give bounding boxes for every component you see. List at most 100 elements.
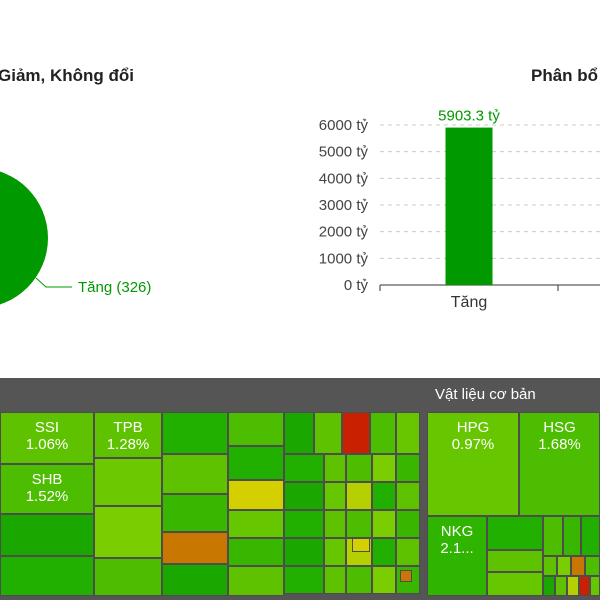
bar-value-label: 5903.3 tỷ	[438, 108, 500, 125]
stock-tile[interactable]	[228, 446, 284, 480]
stock-tile[interactable]	[314, 412, 342, 454]
stock-tile-tpb[interactable]: TPB 1.28%	[94, 412, 162, 458]
y-tick-label: 2000 tỷ	[319, 224, 369, 241]
stock-tile[interactable]	[590, 576, 600, 596]
stock-tile[interactable]	[94, 558, 162, 596]
stock-tile[interactable]	[342, 412, 370, 454]
stock-tile-label: HPG 0.97%	[428, 419, 518, 453]
stock-tile[interactable]	[346, 454, 372, 482]
stock-tile[interactable]	[284, 538, 324, 566]
stock-tile[interactable]	[284, 510, 324, 538]
stock-tile[interactable]	[579, 576, 590, 596]
stock-tile-ssi[interactable]: SSI 1.06%	[0, 412, 94, 464]
stock-tile[interactable]	[324, 510, 346, 538]
stock-tile-label: SHB 1.52%	[1, 471, 93, 505]
stock-tile[interactable]	[585, 556, 600, 576]
y-tick-label: 3000 tỷ	[319, 197, 369, 214]
y-tick-label: 5000 tỷ	[319, 144, 369, 161]
ticker: TPB	[113, 419, 143, 436]
y-tick-label: 1000 tỷ	[319, 250, 369, 267]
pie-slice[interactable]	[0, 168, 48, 308]
pie-chart-title: Giảm, Không đổi	[0, 66, 134, 85]
change-percent: 1.06%	[25, 436, 69, 453]
stock-tile[interactable]	[396, 538, 420, 566]
sector-header-vat-lieu-co-ban[interactable]: Vật liệu cơ bản	[427, 378, 600, 412]
stock-tile[interactable]	[396, 412, 420, 454]
stock-tile[interactable]	[543, 556, 557, 576]
stock-tile[interactable]	[324, 454, 346, 482]
bar-chart-title: Phân bổ	[531, 66, 599, 85]
stock-tile-label: NKG 2.1...	[428, 523, 486, 557]
stock-tile[interactable]	[567, 576, 579, 596]
stock-tile[interactable]	[284, 566, 324, 594]
stock-tile[interactable]	[346, 566, 372, 594]
stock-tile[interactable]	[372, 482, 396, 510]
stock-tile[interactable]	[228, 412, 284, 446]
sector-header	[0, 378, 420, 412]
stock-tile[interactable]	[324, 482, 346, 510]
stock-tile[interactable]	[228, 538, 284, 566]
stock-tile[interactable]	[543, 516, 563, 556]
stock-tile-hsg[interactable]: HSG 1.68%	[519, 412, 600, 516]
stock-tile[interactable]	[228, 566, 284, 596]
y-tick-label: 0 tỷ	[344, 277, 369, 294]
stock-tile[interactable]	[228, 510, 284, 538]
stock-tile[interactable]	[396, 454, 420, 482]
stock-tile[interactable]	[372, 538, 396, 566]
stock-tile[interactable]	[0, 514, 94, 556]
stock-tile[interactable]	[228, 480, 284, 510]
ticker: SHB	[31, 471, 63, 488]
stock-tile[interactable]	[94, 458, 162, 506]
stock-tile[interactable]	[370, 412, 396, 454]
stock-tile[interactable]	[487, 550, 543, 572]
stock-tile[interactable]	[324, 566, 346, 594]
ticker: SSI	[34, 419, 60, 436]
pie-label-connector	[35, 277, 72, 288]
y-tick-label: 6000 tỷ	[319, 117, 369, 134]
stock-tile[interactable]	[346, 510, 372, 538]
change-percent: 1.28%	[106, 436, 150, 453]
stock-tile[interactable]	[372, 566, 396, 594]
bar[interactable]	[445, 127, 493, 285]
stock-tile[interactable]	[581, 516, 600, 556]
stock-tile-shb[interactable]: SHB 1.52%	[0, 464, 94, 514]
stock-tile[interactable]	[352, 538, 370, 552]
stock-tile-label: TPB 1.28%	[95, 419, 161, 453]
stock-tile[interactable]	[162, 412, 228, 454]
stock-tile[interactable]	[543, 576, 555, 596]
stock-tile[interactable]	[0, 556, 94, 596]
stock-tile[interactable]	[284, 454, 324, 482]
stock-tile[interactable]	[396, 510, 420, 538]
stock-tile[interactable]	[396, 482, 420, 510]
stock-tile-label: HSG 1.68%	[520, 419, 599, 453]
stock-tile[interactable]	[162, 564, 228, 596]
pie-chart: Tăng (326)	[0, 168, 151, 308]
stock-tile-hpg[interactable]: HPG 0.97%	[427, 412, 519, 516]
stock-tile[interactable]	[162, 532, 228, 564]
stock-tile[interactable]	[555, 576, 567, 596]
stock-tile-nkg[interactable]: NKG 2.1...	[427, 516, 487, 596]
ticker: HPG	[456, 419, 490, 436]
bar-chart: 0 tỷ 1000 tỷ 2000 tỷ 3000 tỷ 4000 tỷ 5000 tỷ 6…	[319, 108, 600, 311]
stock-tile[interactable]	[372, 510, 396, 538]
stock-tile[interactable]	[284, 412, 314, 454]
stock-tile[interactable]	[324, 538, 346, 566]
pie-slice-label: Tăng (326)	[78, 279, 151, 296]
stock-tile[interactable]	[162, 494, 228, 532]
stock-tile[interactable]	[346, 482, 372, 510]
stock-tile[interactable]	[284, 482, 324, 510]
stock-tile[interactable]	[563, 516, 581, 556]
stock-tile[interactable]	[400, 570, 412, 582]
stock-tile[interactable]	[487, 516, 543, 550]
change-percent: 0.97%	[451, 436, 495, 453]
y-tick-label: 4000 tỷ	[319, 170, 369, 187]
stock-tile[interactable]	[372, 454, 396, 482]
change-percent: 1.68%	[538, 436, 581, 453]
stock-tile[interactable]	[162, 454, 228, 494]
stock-tile[interactable]	[487, 572, 543, 596]
ticker: NKG	[440, 523, 474, 540]
stock-tile[interactable]	[571, 556, 585, 576]
x-tick-label: Tăng	[451, 294, 487, 311]
stock-tile[interactable]	[557, 556, 571, 576]
stock-tile[interactable]	[94, 506, 162, 558]
